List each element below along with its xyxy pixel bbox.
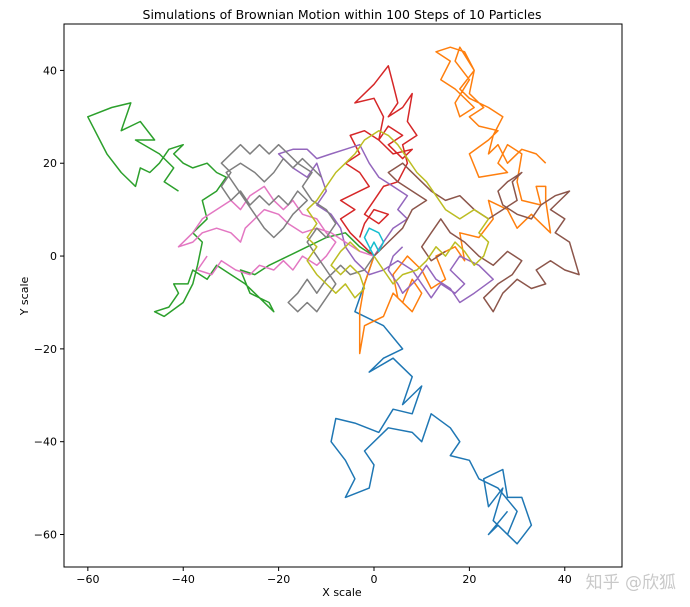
- particle-path-9: [306, 129, 490, 299]
- x-axis-label: X scale: [322, 586, 362, 599]
- y-tick-label: 40: [43, 64, 57, 77]
- y-tick-label: −40: [34, 436, 57, 449]
- x-tick-label: 40: [558, 573, 572, 586]
- series-layer: [87, 46, 580, 545]
- particle-path-4: [339, 65, 418, 257]
- particle-path-6: [373, 162, 580, 313]
- y-tick-label: −60: [34, 529, 57, 542]
- chart-title: Simulations of Brownian Motion within 10…: [143, 7, 542, 22]
- particle-path-1: [330, 255, 533, 545]
- watermark-text: 知乎 @欣狐: [585, 573, 676, 593]
- particle-path-10: [363, 227, 385, 257]
- x-axis-ticks: −60 −40 −20 0 20 40: [76, 567, 572, 586]
- x-tick-label: 20: [462, 573, 476, 586]
- y-tick-label: 0: [50, 250, 57, 263]
- x-tick-label: −40: [172, 573, 195, 586]
- y-tick-label: 20: [43, 157, 57, 170]
- y-axis-ticks: −60 −40 −20 0 20 40: [34, 64, 64, 542]
- y-tick-label: −20: [34, 343, 57, 356]
- particle-path-5: [277, 143, 494, 304]
- x-tick-label: −60: [76, 573, 99, 586]
- y-axis-label: Y scale: [18, 276, 31, 316]
- x-tick-label: 0: [371, 573, 378, 586]
- x-tick-label: −20: [267, 573, 290, 586]
- particle-path-8: [220, 143, 375, 313]
- plot-area: [63, 23, 623, 568]
- particle-path-7: [177, 185, 375, 276]
